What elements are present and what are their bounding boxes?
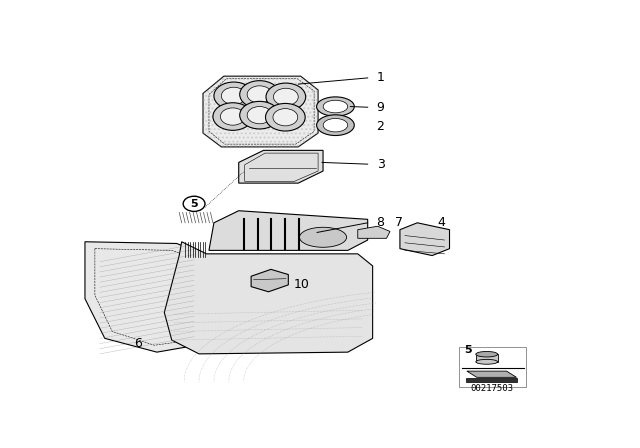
Ellipse shape	[323, 100, 348, 113]
Text: 4: 4	[437, 216, 445, 229]
Circle shape	[240, 81, 280, 108]
Polygon shape	[239, 151, 323, 183]
Text: 7: 7	[395, 216, 403, 229]
Polygon shape	[251, 269, 288, 292]
Circle shape	[273, 88, 298, 106]
Ellipse shape	[317, 115, 355, 135]
Text: 00217503: 00217503	[470, 384, 513, 393]
Polygon shape	[466, 378, 518, 382]
Text: 9: 9	[376, 101, 385, 114]
Text: 1: 1	[376, 71, 385, 84]
Circle shape	[273, 108, 298, 126]
FancyBboxPatch shape	[476, 354, 498, 362]
Ellipse shape	[476, 359, 498, 364]
Polygon shape	[85, 242, 207, 352]
Text: 2: 2	[376, 120, 385, 133]
Circle shape	[214, 82, 253, 110]
Ellipse shape	[476, 352, 498, 357]
Ellipse shape	[323, 118, 348, 132]
Polygon shape	[467, 371, 516, 377]
Circle shape	[221, 87, 246, 104]
Ellipse shape	[317, 97, 355, 116]
Text: 5: 5	[190, 199, 198, 209]
Circle shape	[247, 86, 272, 103]
Circle shape	[247, 107, 272, 124]
Text: 6: 6	[134, 337, 143, 350]
Circle shape	[266, 83, 306, 111]
Circle shape	[220, 108, 245, 125]
Circle shape	[240, 101, 280, 129]
Polygon shape	[164, 242, 372, 354]
Polygon shape	[203, 76, 318, 147]
Text: 3: 3	[376, 158, 385, 171]
Circle shape	[213, 103, 253, 130]
Polygon shape	[400, 223, 449, 255]
Circle shape	[183, 196, 205, 211]
Polygon shape	[358, 226, 390, 238]
Polygon shape	[209, 211, 367, 250]
Ellipse shape	[300, 227, 347, 247]
Text: 8: 8	[376, 216, 385, 229]
Circle shape	[266, 103, 305, 131]
Text: 5: 5	[464, 345, 472, 355]
Text: 10: 10	[293, 278, 309, 291]
